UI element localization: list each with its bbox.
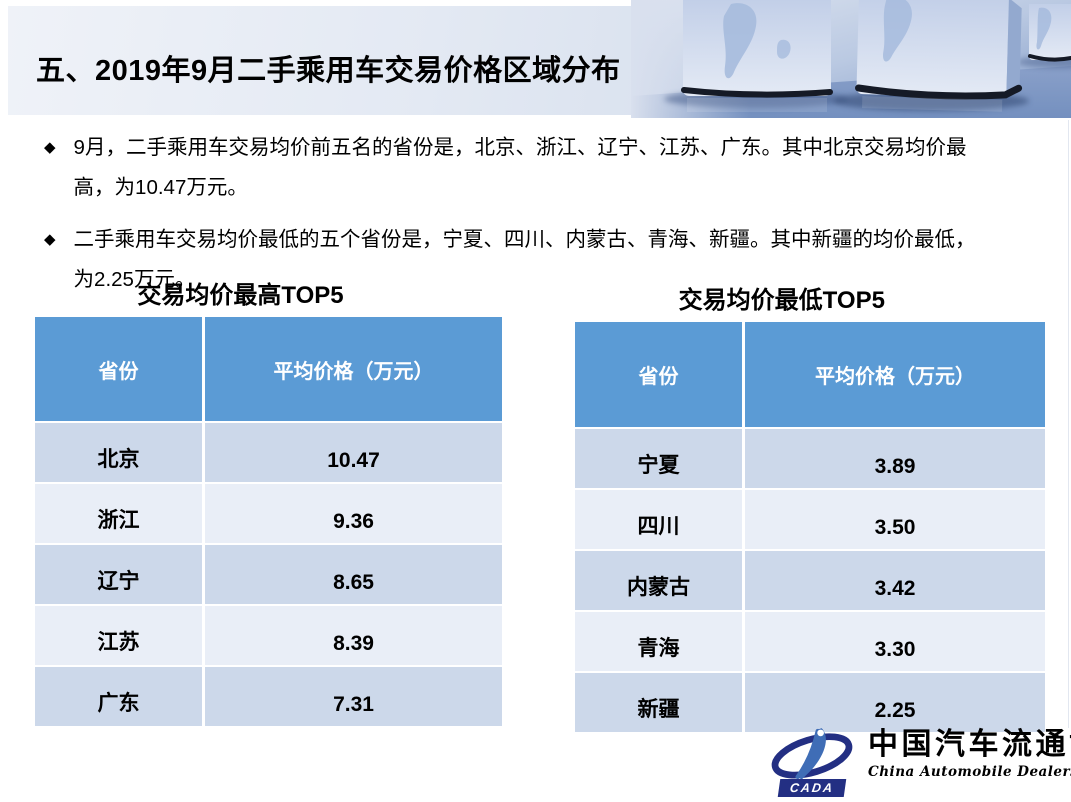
cada-logo-text: 中国汽车流通协会 China Automobile Dealers Associ… [868, 727, 1071, 780]
cell-price: 7.31 [202, 667, 502, 726]
cell-province: 江苏 [35, 606, 202, 665]
slide-right-edge-line [1068, 120, 1069, 728]
bullet-text: 9月，二手乘用车交易均价前五名的省份是，北京、浙江、辽宁、江苏、广东。其中北京交… [73, 136, 967, 199]
table-header-row: 省份 平均价格（万元） [35, 317, 502, 421]
world-cubes-image [631, 0, 1071, 118]
table-lowest-top5: 交易均价最低TOP5 省份 平均价格（万元） 宁夏 3.89 四川 3.50 内… [575, 286, 1045, 732]
table-row: 北京 10.47 [35, 423, 502, 482]
page-title: 五、2019年9月二手乘用车交易价格区域分布 [36, 55, 621, 87]
column-header-province: 省份 [638, 366, 679, 388]
cell-province: 四川 [575, 490, 742, 549]
table-title: 交易均价最低TOP5 [678, 287, 885, 314]
cell-price: 8.65 [202, 545, 502, 604]
cell-province: 新疆 [575, 673, 742, 732]
table-row: 广东 7.31 [35, 667, 502, 726]
bullet-list: ◆ 9月，二手乘用车交易均价前五名的省份是，北京、浙江、辽宁、江苏、广东。其中北… [44, 128, 992, 312]
cada-emblem-icon [771, 728, 853, 780]
cada-emblem: CADA [766, 727, 858, 797]
column-header-price: 平均价格（万元） [202, 317, 502, 421]
bullet-text: 二手乘用车交易均价最低的五个省份是，宁夏、四川、内蒙古、青海、新疆。其中新疆的均… [73, 228, 976, 291]
cell-price: 10.47 [202, 423, 502, 482]
cell-province: 北京 [35, 423, 202, 482]
diamond-bullet-icon: ◆ [44, 231, 56, 248]
cell-price: 2.25 [742, 673, 1045, 732]
table-row: 江苏 8.39 [35, 606, 502, 665]
cada-acronym: CADA [777, 779, 847, 797]
cell-price: 9.36 [202, 484, 502, 543]
bullet-item: ◆ 二手乘用车交易均价最低的五个省份是，宁夏、四川、内蒙古、青海、新疆。其中新疆… [44, 220, 992, 300]
cell-price: 3.42 [742, 551, 1045, 610]
cell-province: 广东 [35, 667, 202, 726]
column-header-province: 省份 [98, 360, 139, 383]
table-row: 浙江 9.36 [35, 484, 502, 543]
table-header-row: 省份 平均价格（万元） [575, 322, 1045, 427]
cell-province: 宁夏 [575, 429, 742, 488]
table-row: 青海 3.30 [575, 612, 1045, 671]
cell-price: 3.89 [742, 429, 1045, 488]
cell-province: 辽宁 [35, 545, 202, 604]
cell-price: 3.30 [742, 612, 1045, 671]
cada-name-cn: 中国汽车流通协会 [868, 728, 1071, 761]
cell-province: 内蒙古 [575, 551, 742, 610]
cell-price: 3.50 [742, 490, 1045, 549]
bullet-item: ◆ 9月，二手乘用车交易均价前五名的省份是，北京、浙江、辽宁、江苏、广东。其中北… [44, 128, 992, 208]
column-header-price: 平均价格（万元） [742, 322, 1045, 427]
table-row: 新疆 2.25 [575, 673, 1045, 732]
diamond-bullet-icon: ◆ [44, 139, 56, 156]
table-row: 内蒙古 3.42 [575, 551, 1045, 610]
table-row: 辽宁 8.65 [35, 545, 502, 604]
table-row: 宁夏 3.89 [575, 429, 1045, 488]
table-row: 四川 3.50 [575, 490, 1045, 549]
cell-province: 青海 [575, 612, 742, 671]
cada-name-en: China Automobile Dealers Association [868, 764, 1071, 780]
cell-province: 浙江 [35, 484, 202, 543]
table-title: 交易均价最高TOP5 [137, 282, 344, 309]
cell-price: 8.39 [202, 606, 502, 665]
cada-logo: CADA 中国汽车流通协会 China Automobile Dealers A… [766, 727, 1071, 797]
table-highest-top5: 交易均价最高TOP5 省份 平均价格（万元） 北京 10.47 浙江 9.36 … [35, 281, 502, 726]
